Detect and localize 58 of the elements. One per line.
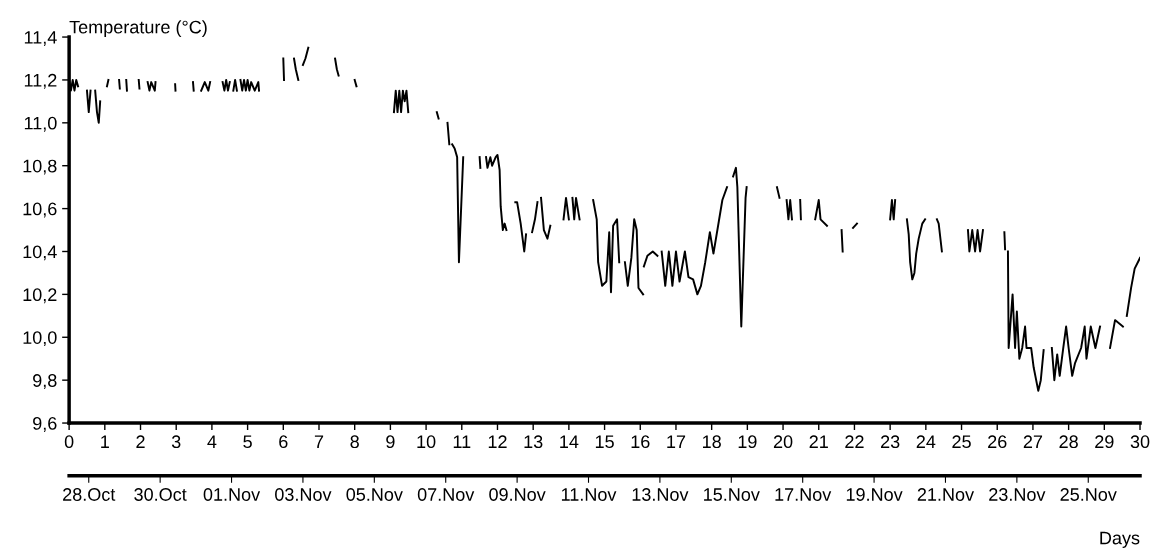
x-tick-label: 24 (916, 435, 936, 448)
x-tick-label: 5 (243, 435, 252, 449)
x-tick-label: 7 (314, 435, 324, 448)
x-tick-label: 18 (703, 435, 721, 449)
x-tick-label: 6 (279, 435, 288, 449)
x2-tick-label: 05.Nov (346, 488, 403, 501)
x2-tick-label: 15.Nov (704, 488, 760, 501)
x2-tick-label: 23.Nov (989, 488, 1046, 501)
y-tick-label: 10,8 (23, 159, 57, 175)
x-tick-label: 11 (453, 435, 471, 448)
y-tick-label: 10,6 (23, 202, 57, 218)
x-tick-label: 30 (1130, 435, 1150, 449)
x2-tick-label: 07.Nov (417, 488, 475, 501)
x-tick-label: 29 (1095, 435, 1114, 449)
y-tick-label: 11,2 (24, 73, 57, 89)
x-tick-label: 25 (952, 435, 971, 449)
x-tick-label: 28 (1059, 435, 1078, 449)
x-tick-label: 20 (773, 435, 793, 449)
y-tick-label: 10,2 (23, 288, 57, 304)
y-tick-label: 11,0 (24, 116, 57, 132)
x2-tick-label: 09.Nov (489, 488, 546, 501)
x-tick-label: 22 (845, 435, 864, 448)
x-tick-label: 23 (881, 435, 900, 449)
x-tick-label: 26 (988, 435, 1007, 449)
x-tick-label: 27 (1023, 435, 1043, 448)
y-tick-label: 11,4 (24, 31, 57, 46)
x-tick-label: 1 (101, 435, 109, 448)
y-tick-label: 9,8 (33, 374, 57, 390)
x-tick-label: 14 (560, 435, 579, 448)
x-tick-label: 16 (631, 435, 650, 449)
x-tick-label: 19 (738, 435, 757, 449)
x2-tick-label: 28.Oct (63, 488, 116, 501)
x-tick-label: 21 (809, 435, 828, 448)
x2-tick-label: 25.Nov (1060, 488, 1117, 501)
x-tick-label: 3 (171, 435, 181, 449)
x-tick-label: 13 (524, 435, 543, 449)
x-tick-label: 9 (386, 435, 395, 449)
x-tick-label: 10 (417, 435, 436, 449)
y-axis-title: Temperature (°C) (69, 20, 207, 38)
x-axis-title: Days (1100, 531, 1140, 548)
x-tick-label: 4 (207, 435, 217, 448)
x-tick-label: 0 (64, 435, 74, 449)
y-tick-label: 9,6 (33, 416, 57, 432)
x-tick-label: 15 (595, 435, 614, 449)
x-tick-label: 2 (136, 435, 145, 448)
x-tick-label: 12 (488, 435, 507, 448)
x2-tick-label: 03.Nov (275, 488, 332, 501)
x2-tick-label: 21.Nov (917, 488, 975, 501)
x-tick-label: 17 (667, 435, 686, 448)
y-tick-label: 10,0 (23, 331, 57, 347)
x-tick-label: 8 (350, 435, 359, 449)
x2-tick-label: 13.Nov (632, 488, 689, 501)
x2-tick-label: 01.Nov (203, 488, 261, 501)
x2-tick-label: 17.Nov (775, 488, 832, 501)
x2-tick-label: 30.Oct (134, 488, 187, 501)
y-tick-label: 10,4 (23, 245, 57, 261)
x2-tick-label: 19.Nov (846, 488, 903, 501)
x2-tick-label: 11.Nov (561, 488, 617, 501)
